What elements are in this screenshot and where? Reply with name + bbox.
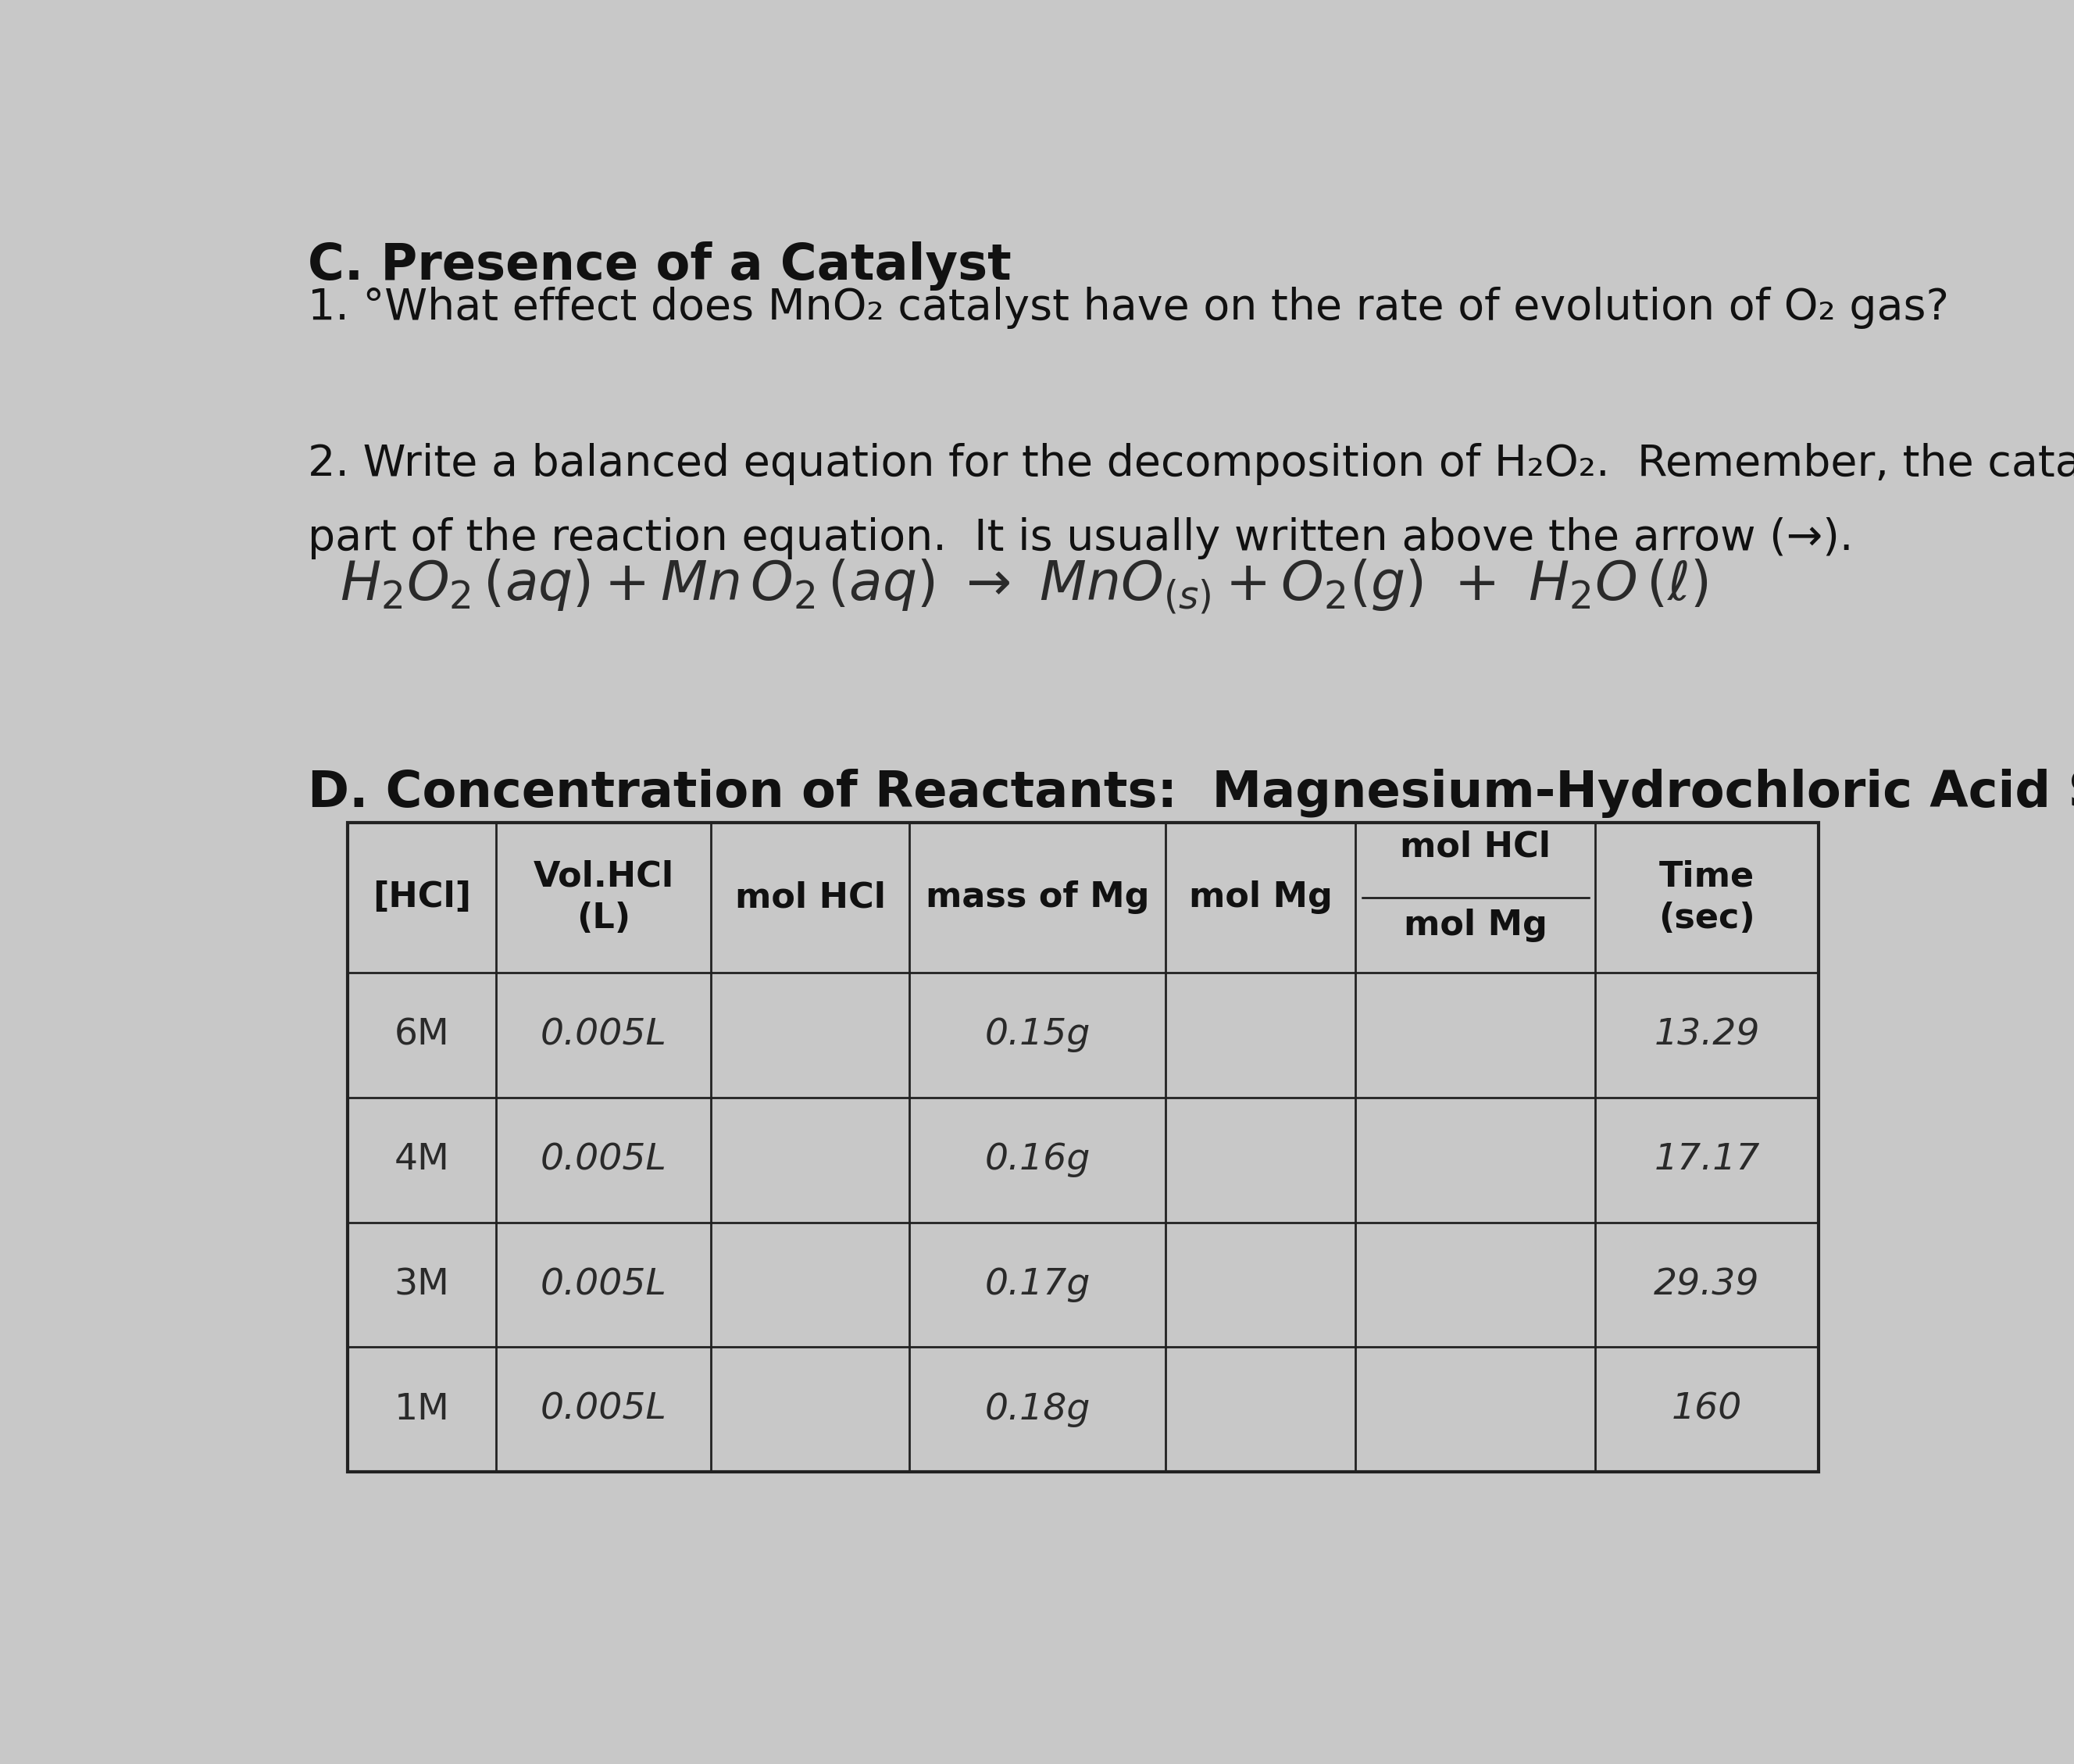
Text: 17.17: 17.17: [1653, 1141, 1759, 1177]
Text: Vol.HCl
(L): Vol.HCl (L): [533, 861, 674, 935]
Text: mol HCl: mol HCl: [734, 880, 886, 914]
Text: 6M: 6M: [394, 1018, 450, 1053]
Text: 0.16g: 0.16g: [985, 1141, 1091, 1177]
Text: 160: 160: [1672, 1392, 1742, 1427]
Text: Time
(sec): Time (sec): [1659, 861, 1755, 935]
Text: 3M: 3M: [394, 1267, 450, 1302]
Text: 0.005L: 0.005L: [541, 1267, 668, 1302]
Text: mol Mg: mol Mg: [1188, 880, 1332, 914]
Text: 29.39: 29.39: [1653, 1267, 1759, 1302]
Text: mass of Mg: mass of Mg: [925, 880, 1149, 914]
Bar: [348, 822, 1819, 1473]
Text: 0.005L: 0.005L: [541, 1141, 668, 1177]
Text: 0.18g: 0.18g: [985, 1392, 1091, 1427]
Text: 0.005L: 0.005L: [541, 1392, 668, 1427]
Text: 13.29: 13.29: [1653, 1018, 1759, 1053]
Text: 0.17g: 0.17g: [985, 1267, 1091, 1302]
Text: [HCl]: [HCl]: [373, 880, 471, 914]
Text: C. Presence of a Catalyst: C. Presence of a Catalyst: [307, 242, 1012, 291]
Text: mol Mg: mol Mg: [1404, 908, 1547, 942]
Text: D. Concentration of Reactants:  Magnesium-Hydrochloric Acid System: D. Concentration of Reactants: Magnesium…: [307, 769, 2074, 818]
Text: part of the reaction equation.  It is usually written above the arrow (→).: part of the reaction equation. It is usu…: [307, 517, 1852, 559]
Text: 0.005L: 0.005L: [541, 1018, 668, 1053]
Text: 4M: 4M: [394, 1141, 450, 1177]
Text: 1. °What effect does MnO₂ catalyst have on the rate of evolution of O₂ gas?: 1. °What effect does MnO₂ catalyst have …: [307, 286, 1950, 328]
Text: 2. Write a balanced equation for the decomposition of H₂O₂.  Remember, the catal: 2. Write a balanced equation for the dec…: [307, 443, 2074, 485]
Text: 0.15g: 0.15g: [985, 1018, 1091, 1053]
Text: $H_2O_2\,(aq) + Mn\,O_2\,(aq)\ \rightarrow\ MnO_{(s)} + O_2(g)\ +\ H_2O\,(\ell)$: $H_2O_2\,(aq) + Mn\,O_2\,(aq)\ \rightarr…: [340, 557, 1707, 617]
Text: mol HCl: mol HCl: [1400, 831, 1551, 864]
Text: 1M: 1M: [394, 1392, 450, 1427]
